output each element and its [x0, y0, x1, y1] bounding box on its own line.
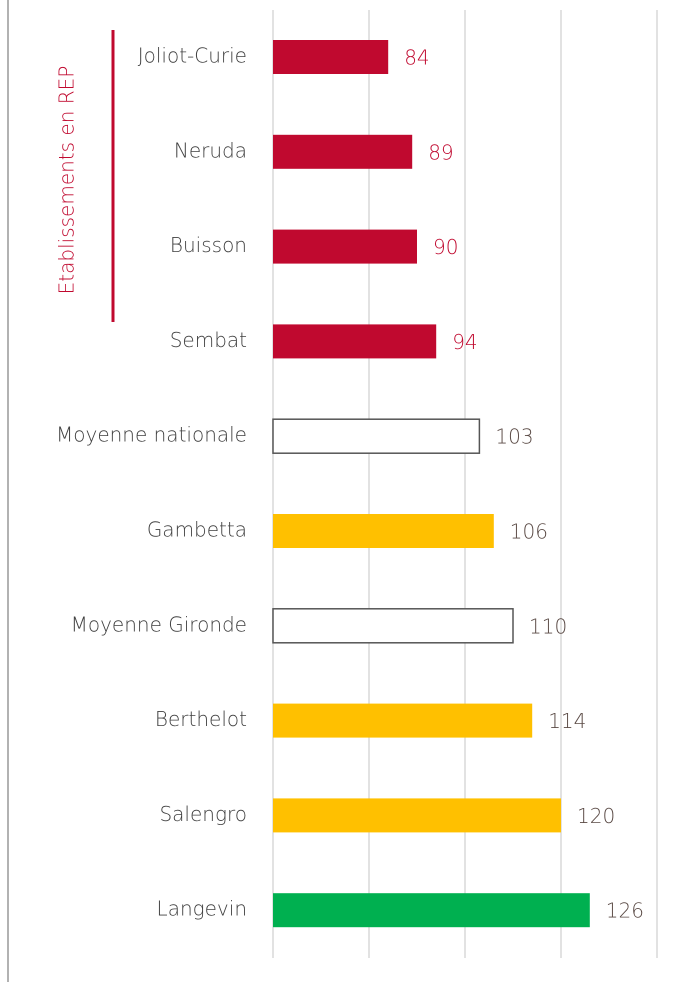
- category-label: Buisson: [170, 233, 247, 257]
- bar: [273, 134, 413, 169]
- category-label: Moyenne Gironde: [71, 612, 247, 636]
- bar: [273, 703, 533, 738]
- bar: [273, 514, 494, 548]
- category-label: Neruda: [174, 138, 247, 162]
- category-label: Sembat: [170, 328, 247, 352]
- bar: [273, 229, 417, 264]
- value-label: 126: [606, 899, 644, 923]
- value-label: 110: [529, 614, 567, 638]
- category-label: Langevin: [157, 897, 247, 921]
- category-label: Berthelot: [155, 707, 247, 731]
- value-label: 89: [428, 140, 453, 164]
- category-label: Moyenne nationale: [56, 423, 247, 447]
- annotation: Etablissements en REP: [55, 66, 79, 295]
- category-label: Joliot-Curie: [138, 44, 247, 68]
- value-label: 94: [452, 330, 477, 354]
- value-label: 114: [548, 709, 586, 733]
- value-label: 120: [577, 804, 615, 828]
- bar: [272, 418, 481, 454]
- category-label: Gambetta: [147, 518, 247, 542]
- bar: [272, 608, 514, 644]
- value-label: 106: [510, 520, 548, 544]
- bar: [273, 40, 389, 74]
- value-label: 84: [404, 46, 429, 70]
- bar: [273, 324, 437, 359]
- value-label: 103: [495, 425, 533, 449]
- bar: [273, 798, 561, 833]
- value-label: 90: [433, 235, 458, 259]
- category-label: Salengro: [159, 802, 247, 826]
- bar: [273, 893, 590, 928]
